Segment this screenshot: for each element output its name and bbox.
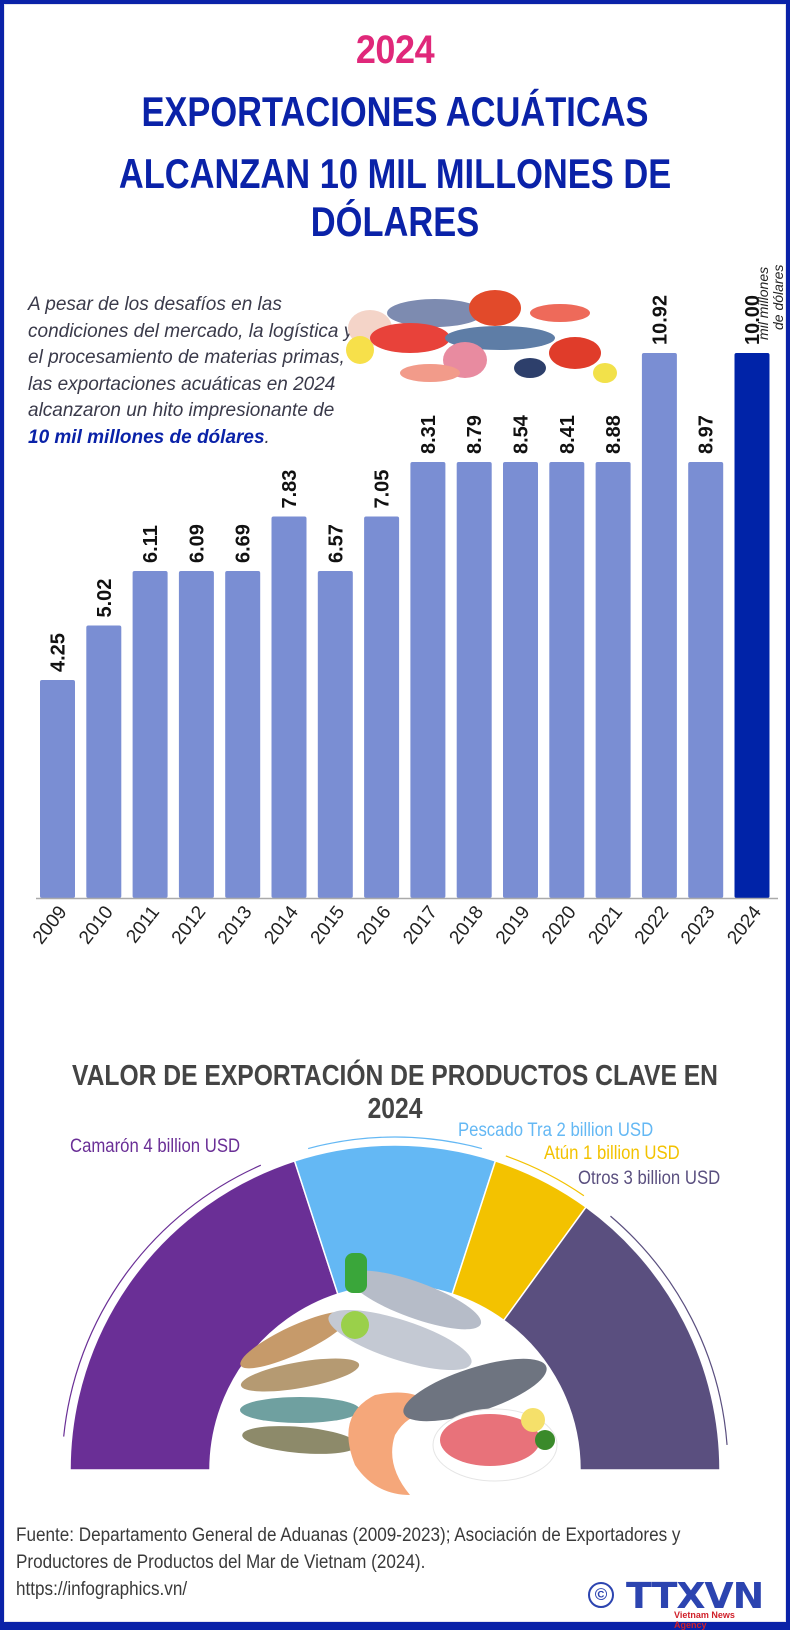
source-line1: Fuente: Departamento General de Aduanas …: [16, 1525, 681, 1546]
slice-bracket: [505, 1155, 585, 1197]
bar-value-label: 4.25: [48, 633, 70, 672]
red-fish-shape: [370, 323, 450, 353]
bar-2009: [40, 680, 75, 898]
label-otros: Otros 3 billion USD: [578, 1168, 721, 1189]
x-tick-label: 2015: [307, 902, 350, 948]
ttxvn-logo: © TTXVN Vietnam News Agency: [588, 1576, 768, 1630]
bar-value-label: 6.57: [325, 524, 347, 563]
logo-text: TTXVN: [626, 1576, 764, 1617]
x-tick-label: 2022: [631, 902, 674, 948]
x-tick-label: 2011: [122, 902, 164, 947]
seafood-illustration-icon: [346, 290, 617, 383]
x-tick-label: 2014: [260, 902, 303, 949]
header-year: 2024: [355, 28, 435, 72]
bar-2010: [86, 625, 122, 898]
lemon2-shape: [593, 363, 617, 383]
exports-bar-chart: 4.25 2009 5.02 2010 6.11 2011 6.09 2012 6.69 2013…: [29, 265, 786, 949]
bar-2014: [271, 516, 307, 898]
bar-2011: [132, 571, 168, 898]
x-tick-label: 2012: [168, 902, 211, 948]
x-tick-label: 2023: [677, 902, 720, 948]
bar-2012: [178, 571, 214, 898]
seafood-products-photo-icon: [240, 1253, 558, 1495]
bar-2020: [549, 462, 585, 898]
copyright-icon: ©: [588, 1582, 614, 1608]
bar-value-label: 8.41: [557, 415, 579, 454]
pangasius-group: [328, 1253, 482, 1370]
header-title-line2: ALCANZAN 10 MIL MILLONES DE DÓLARES: [118, 150, 672, 245]
squid-shape: [530, 304, 590, 322]
bar-2022: [641, 353, 677, 898]
logo-subtitle: Vietnam News Agency: [674, 1610, 735, 1630]
x-tick-label: 2009: [29, 902, 72, 948]
x-tick-label: 2021: [584, 902, 627, 948]
bar-2017: [410, 462, 446, 898]
bar-2024: [734, 353, 770, 898]
bar-2018: [456, 462, 492, 898]
slice-bracket: [610, 1215, 728, 1445]
slice-camarón: [69, 1159, 339, 1471]
bar-value-label: 7.83: [279, 470, 301, 509]
cooked-shrimp: [348, 1392, 435, 1495]
bar-value-label: 8.31: [418, 415, 440, 454]
salmon-shape: [400, 364, 460, 382]
x-tick-label: 2016: [353, 902, 396, 948]
x-tick-label: 2013: [214, 902, 257, 948]
slice-bracket: [63, 1164, 262, 1437]
crab-shape: [469, 290, 521, 326]
mussel-shape: [514, 358, 546, 378]
label-camaron: Camarón 4 billion USD: [70, 1136, 241, 1157]
bar-value-label: 5.02: [94, 579, 116, 618]
bar-2019: [503, 462, 538, 898]
bar-value-label: 10.92: [649, 295, 671, 345]
unit-note-line1: mil millones: [755, 267, 771, 340]
source-url[interactable]: https://infographics.vn/: [16, 1579, 188, 1600]
x-tick-label: 2018: [446, 902, 489, 948]
bar-value-label: 10.00: [742, 295, 764, 345]
lemon-shape: [346, 336, 374, 364]
bar-2021: [595, 462, 631, 898]
x-tick-label: 2017: [399, 902, 442, 948]
bar-2013: [225, 571, 261, 898]
label-pescado-tra: Pescado Tra 2 billion USD: [458, 1120, 654, 1141]
bar-value-label: 8.97: [696, 415, 718, 454]
footer-source: Fuente: Departamento General de Aduanas …: [16, 1522, 680, 1603]
x-tick-label: 2024: [723, 902, 766, 949]
bar-value-label: 8.54: [511, 414, 533, 454]
x-tick-label: 2019: [492, 902, 535, 948]
products-chart-title: VALOR DE EXPORTACIÓN DE PRODUCTOS CLAVE …: [72, 1060, 718, 1125]
x-tick-label: 2010: [75, 902, 118, 948]
intro-highlight: 10 mil millones de dólares: [28, 426, 265, 448]
header-title-line1: EXPORTACIONES ACUÁTICAS: [141, 88, 649, 135]
source-line2: Productores de Productos del Mar de Viet…: [16, 1552, 426, 1573]
unit-note-line2: de dólares: [770, 265, 786, 330]
bar-value-label: 8.88: [603, 415, 625, 454]
intro-text: A pesar de los desafíos en las condicion…: [28, 294, 354, 421]
lemon-slice: [521, 1408, 545, 1432]
x-tick-label: 2020: [538, 902, 581, 948]
parsley: [535, 1430, 555, 1450]
bar-2023: [688, 462, 724, 898]
tuna-steak: [440, 1414, 540, 1466]
bar-value-label: 7.05: [372, 470, 394, 509]
bar-value-label: 6.09: [186, 524, 208, 563]
intro-end: .: [264, 426, 270, 448]
bar-2016: [364, 516, 400, 898]
shrimp-group: [240, 1311, 360, 1454]
slice-otros: [502, 1206, 721, 1471]
products-half-donut-chart: [63, 1136, 728, 1471]
bar-value-label: 8.79: [464, 415, 486, 454]
bar-value-label: 6.69: [233, 524, 255, 563]
bar-value-label: 6.11: [140, 525, 162, 563]
label-atun: Atún 1 billion USD: [544, 1143, 680, 1164]
tuna-fish: [403, 1358, 547, 1422]
intro-paragraph: A pesar de los desafíos en las condicion…: [28, 292, 358, 451]
tuna-shape: [387, 299, 483, 327]
lobster-shape: [549, 337, 601, 369]
slice-bracket: [307, 1136, 483, 1150]
bar-2015: [317, 571, 353, 898]
